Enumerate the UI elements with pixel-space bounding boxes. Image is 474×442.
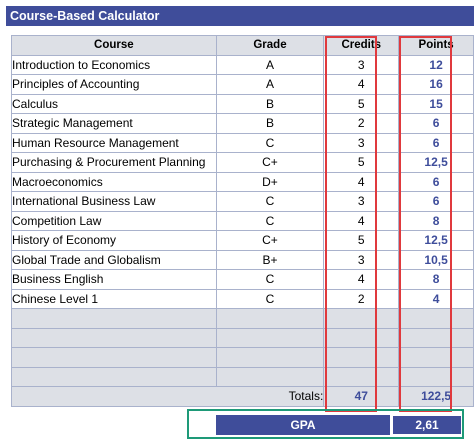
total-credits: 47 [323,386,400,407]
credits-cell[interactable]: 2 [323,288,400,309]
empty-credits-cell[interactable] [323,366,400,387]
credits-cell[interactable]: 2 [323,113,400,134]
points-cell: 10,5 [398,249,474,270]
empty-credits-cell[interactable] [323,327,400,348]
points-cell: 8 [398,210,474,231]
credits-cell[interactable]: 3 [323,54,400,75]
empty-row [11,327,474,348]
credits-cell[interactable]: 5 [323,152,400,173]
empty-points-cell[interactable] [398,366,474,387]
course-cell[interactable]: Purchasing & Procurement Planning [11,152,217,173]
course-cell[interactable]: International Business Law [11,191,217,212]
empty-grade-cell[interactable] [215,327,325,348]
credits-cell[interactable]: 5 [323,230,400,251]
course-row: Human Resource Management C 3 6 [11,132,474,153]
points-cell: 12,5 [398,152,474,173]
empty-points-cell[interactable] [398,308,474,329]
header-row: Course Grade Credits Points [11,35,474,56]
course-cell[interactable]: Macroeconomics [11,171,217,192]
course-cell[interactable]: Strategic Management [11,113,217,134]
empty-credits-cell[interactable] [323,308,400,329]
empty-points-cell[interactable] [398,347,474,368]
points-cell: 12 [398,54,474,75]
credits-cell[interactable]: 4 [323,210,400,231]
course-row: Business English C 4 8 [11,269,474,290]
grade-cell[interactable]: B [215,93,325,114]
course-cell[interactable]: Competition Law [11,210,217,231]
points-cell: 6 [398,191,474,212]
course-cell[interactable]: Chinese Level 1 [11,288,217,309]
credits-cell[interactable]: 5 [323,93,400,114]
empty-credits-cell[interactable] [323,347,400,368]
grade-cell[interactable]: C [215,132,325,153]
grade-cell[interactable]: A [215,74,325,95]
credits-cell[interactable]: 3 [323,249,400,270]
empty-row [11,308,474,329]
course-row: Purchasing & Procurement Planning C+ 5 12,5 [11,152,474,173]
grade-cell[interactable]: C [215,269,325,290]
course-table: Course Grade Credits Points Introduction… [10,35,474,407]
credits-cell[interactable]: 3 [323,132,400,153]
credits-cell[interactable]: 4 [323,269,400,290]
gpa-highlight [187,409,464,439]
credits-cell[interactable]: 4 [323,74,400,95]
points-cell: 6 [398,132,474,153]
empty-course-cell[interactable] [11,347,217,368]
points-cell: 16 [398,74,474,95]
course-row: History of Economy C+ 5 12,5 [11,230,474,251]
course-cell[interactable]: Principles of Accounting [11,74,217,95]
empty-course-cell[interactable] [11,327,217,348]
points-cell: 8 [398,269,474,290]
empty-points-cell[interactable] [398,327,474,348]
course-row: Competition Law C 4 8 [11,210,474,231]
total-points: 122,5 [398,386,474,407]
points-header: Points [398,35,474,56]
course-row: Macroeconomics D+ 4 6 [11,171,474,192]
grade-cell[interactable]: C+ [215,152,325,173]
gpa-value[interactable]: 2,61 [392,415,462,435]
course-row: Principles of Accounting A 4 16 [11,74,474,95]
course-cell[interactable]: Global Trade and Globalism [11,249,217,270]
totals-label: Totals: [10,386,325,407]
grade-cell[interactable]: D+ [215,171,325,192]
course-header: Course [11,35,217,56]
grade-cell[interactable]: C+ [215,230,325,251]
course-cell[interactable]: Introduction to Economics [11,54,217,75]
calculator-title: Course-Based Calculator [6,6,474,26]
course-cell[interactable]: Business English [11,269,217,290]
grade-cell[interactable]: A [215,54,325,75]
points-cell: 12,5 [398,230,474,251]
credits-header: Credits [323,35,400,56]
credits-cell[interactable]: 3 [323,191,400,212]
empty-row [11,347,474,368]
grade-cell[interactable]: B+ [215,249,325,270]
course-row: Calculus B 5 15 [11,93,474,114]
empty-grade-cell[interactable] [215,308,325,329]
grade-cell[interactable]: B [215,113,325,134]
empty-course-cell[interactable] [11,308,217,329]
gpa-label: GPA [216,415,390,435]
course-row: Introduction to Economics A 3 12 [11,54,474,75]
course-cell[interactable]: Calculus [11,93,217,114]
totals-row: Totals: 47 122,5 [10,386,474,407]
course-cell[interactable]: Human Resource Management [11,132,217,153]
grade-header: Grade [215,35,325,56]
empty-grade-cell[interactable] [215,347,325,368]
course-cell[interactable]: History of Economy [11,230,217,251]
course-row: Strategic Management B 2 6 [11,113,474,134]
empty-course-cell[interactable] [11,366,217,387]
points-cell: 15 [398,93,474,114]
grade-cell[interactable]: C [215,288,325,309]
empty-grade-cell[interactable] [215,366,325,387]
grade-cell[interactable]: C [215,210,325,231]
course-row: Global Trade and Globalism B+ 3 10,5 [11,249,474,270]
credits-cell[interactable]: 4 [323,171,400,192]
points-cell: 6 [398,113,474,134]
grade-cell[interactable]: C [215,191,325,212]
points-cell: 6 [398,171,474,192]
empty-row [11,366,474,387]
points-cell: 4 [398,288,474,309]
course-row: International Business Law C 3 6 [11,191,474,212]
